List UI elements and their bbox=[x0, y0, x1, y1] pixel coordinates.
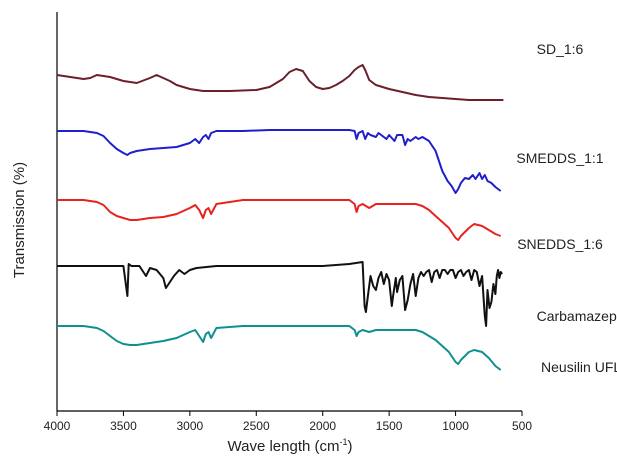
x-tick-label: 2500 bbox=[243, 419, 270, 433]
x-axis-title-tail: ) bbox=[348, 438, 353, 455]
y-axis-title: Transmission (%) bbox=[11, 162, 28, 278]
x-tick-label: 2000 bbox=[309, 419, 336, 433]
x-tick-label: 4000 bbox=[44, 419, 71, 433]
series-line-neusilin-ufl2 bbox=[57, 325, 502, 371]
x-tick-label: 1000 bbox=[442, 419, 469, 433]
chart-axes: 4000 3500 3000 2500 2000 1500 1000 500 bbox=[44, 12, 532, 433]
series-label: SNEDDS_1:6 bbox=[517, 236, 603, 252]
series-lines bbox=[56, 64, 504, 371]
x-tick-label: 3000 bbox=[177, 419, 204, 433]
series-label: Carbamazepine bbox=[537, 308, 617, 324]
series-line-smedds-1-1 bbox=[57, 129, 502, 194]
series-line-snedds-1-6 bbox=[57, 199, 502, 241]
series-label: SD_1:6 bbox=[537, 41, 584, 57]
x-ticks: 4000 3500 3000 2500 2000 1500 1000 500 bbox=[44, 411, 532, 433]
x-tick-label: 1500 bbox=[376, 419, 403, 433]
series-label: SMEDDS_1:1 bbox=[516, 150, 603, 166]
series-line-sd-1-6 bbox=[56, 64, 504, 101]
x-axis-title-main: Wave length (cm bbox=[228, 438, 340, 455]
x-axis-title-sup: -1 bbox=[339, 437, 347, 447]
series-labels: SD_1:6 SMEDDS_1:1 SNEDDS_1:6 Carbamazepine N… bbox=[516, 41, 617, 375]
series-line-carbamazepine bbox=[57, 261, 503, 327]
series-label: Neusilin UFL2 bbox=[541, 359, 617, 375]
x-tick-label: 3500 bbox=[110, 419, 137, 433]
x-axis-title: Wave length (cm-1) bbox=[228, 437, 353, 455]
x-tick-label: 500 bbox=[512, 419, 532, 433]
